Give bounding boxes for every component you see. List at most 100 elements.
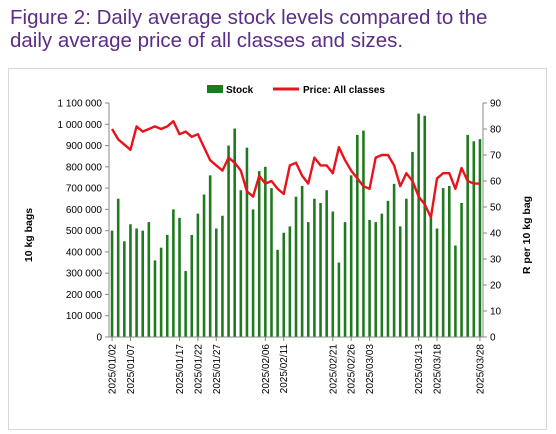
x-tick-label: 2025/02/11 [279,344,290,394]
line-layer [111,120,480,219]
stock-bar [208,175,212,337]
stock-bar [368,220,371,337]
y-tick-label: 400 000 [66,247,103,258]
stock-bar [159,247,163,337]
y-axis-label: 10 kg bags [23,208,35,262]
figure-title: Figure 2: Daily average stock levels com… [10,6,550,52]
stock-bar [123,241,126,337]
y-tick-label: 800 000 [66,162,103,173]
y2-tick-label: 70 [490,151,502,162]
stock-bar [227,145,230,337]
stock-bar [392,183,396,337]
legend-price-label: Price: All classes [303,85,385,96]
stock-bar [306,222,310,337]
x-tick-label: 2025/03/13 [414,344,425,394]
stock-bar [374,222,377,337]
stock-bar [245,147,249,337]
y-tick-label: 1 000 000 [58,120,103,131]
stock-bar [172,209,175,337]
y2-tick-label: 80 [490,125,502,136]
y2-tick-label: 50 [490,203,502,214]
stock-bar [411,151,414,337]
stock-bar [460,202,463,337]
stock-bar [343,222,347,337]
stock-bar [282,232,286,337]
stock-bar [202,194,206,337]
stock-bar [325,190,328,337]
stock-bar [380,213,384,337]
y-tick-label: 600 000 [66,205,103,216]
stock-bar [331,211,335,337]
x-tick-label: 2025/03/28 [475,344,486,394]
stock-bar [147,222,151,337]
stock-bar [135,228,138,337]
y2-axis-label: R per 10 kg bag [521,196,533,274]
x-tick-label: 2025/02/21 [328,344,339,394]
stock-bar [435,228,439,337]
y-tick-label: 900 000 [66,141,103,152]
stock-bar [221,215,224,337]
stock-bar [454,245,457,337]
stock-bar [184,271,187,337]
stock-bar [153,260,157,337]
legend-stock-swatch [207,85,223,93]
stock-bar [447,185,451,337]
stock-bar [233,128,236,337]
stock-bar [251,209,255,337]
x-tick-label: 2025/01/07 [126,344,137,394]
y-tick-label: 700 000 [66,184,103,195]
y-tick-label: 500 000 [66,226,103,237]
legend-stock-label: Stock [226,85,254,96]
stock-bar [405,198,408,337]
x-tick-label: 2025/01/22 [193,344,204,394]
y-tick-label: 0 [96,333,102,344]
legend: Stock Price: All classes [207,85,385,96]
stock-bar [178,217,181,337]
stock-bar [276,249,279,337]
price-line [111,120,480,219]
stock-bar [429,217,433,337]
stock-bar [190,234,194,337]
stock-bar [398,226,402,337]
stock-bar [441,188,445,337]
y2-tick-label: 40 [490,229,502,240]
stock-bar [215,228,218,337]
x-tick-label: 2025/03/18 [433,344,444,394]
stock-bar [319,202,322,337]
stock-bar [472,141,476,337]
stock-bar [356,134,359,337]
chart-svg: 0 100 000 200 000 300 000 400 000 500 000 600 … [23,85,533,395]
stock-bar [386,200,390,337]
y-tick-label: 1 100 000 [58,99,103,110]
stock-bar [349,175,353,337]
figure-title-line-2: daily average price of all classes and s… [10,29,404,52]
y2-tick-label: 30 [490,255,502,266]
stock-bar [478,139,482,337]
bars-layer [110,113,482,337]
stock-bar [337,262,341,337]
stock-bar [300,185,304,337]
stock-bar [423,115,427,337]
y2-tick-label: 0 [490,333,496,344]
stock-bar [270,188,273,337]
x-tick-label: 2025/02/26 [347,344,358,394]
stock-bar [466,134,469,337]
y-tick-label: 200 000 [66,290,103,301]
stock-bar [116,198,120,337]
x-tick-label: 2025/01/02 [108,344,119,394]
stock-bar [362,130,365,337]
y-tick-label: 300 000 [66,269,103,280]
stock-bar [141,230,145,337]
stock-bar [165,234,169,337]
y-tick-label: 100 000 [66,311,103,322]
stock-bar [110,230,114,337]
stock-bar [196,213,200,337]
stock-bar [264,166,267,337]
stock-bar [257,171,261,337]
axes-layer: 0 100 000 200 000 300 000 400 000 500 000 600 … [58,99,502,395]
stock-bar [288,226,292,337]
stock-bar [129,224,132,337]
x-tick-label: 2025/02/06 [261,344,272,394]
figure-title-line-1: Figure 2: Daily average stock levels com… [10,6,488,29]
chart-frame: 0 100 000 200 000 300 000 400 000 500 000 600 … [8,68,547,430]
